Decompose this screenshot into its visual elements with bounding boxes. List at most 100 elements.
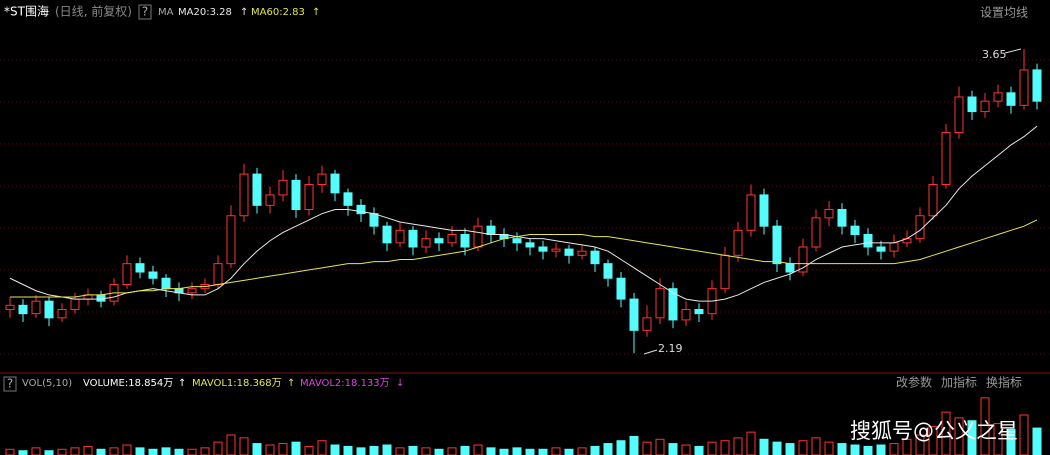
volume-bar bbox=[616, 440, 626, 455]
volume-bar bbox=[408, 445, 418, 455]
volume-bar bbox=[772, 441, 782, 455]
volume-bar bbox=[538, 448, 548, 455]
volume-bar bbox=[382, 444, 392, 455]
settings-button[interactable]: 设置均线 bbox=[980, 6, 1028, 20]
volume-bar bbox=[850, 444, 860, 455]
candle-body bbox=[811, 217, 821, 248]
button[interactable]: 加指标 bbox=[941, 375, 977, 390]
low-annotation: 2.19 bbox=[658, 342, 683, 355]
subtitle: (日线, 前复权) bbox=[55, 4, 132, 19]
annotation-arrow bbox=[643, 349, 658, 355]
candle-body bbox=[31, 300, 41, 315]
volume-bar bbox=[122, 444, 132, 455]
volume-bar bbox=[681, 444, 691, 455]
candle-body bbox=[525, 242, 535, 248]
candle-body bbox=[772, 225, 782, 265]
volume-bar bbox=[239, 437, 249, 455]
candle-body bbox=[798, 246, 808, 273]
candle-body bbox=[122, 263, 132, 285]
arrow: ↑ bbox=[240, 7, 248, 18]
mavol1-label: MAVOL1:18.368万 bbox=[192, 378, 282, 389]
help-box[interactable] bbox=[3, 376, 17, 392]
candle-body bbox=[837, 209, 847, 227]
candle-body bbox=[577, 250, 587, 256]
volume-bar bbox=[343, 445, 353, 455]
candle-body bbox=[616, 277, 626, 300]
volume-bar bbox=[733, 437, 743, 455]
volume-bar bbox=[746, 431, 756, 455]
volume-bar bbox=[252, 443, 262, 455]
volume-bar bbox=[512, 447, 522, 455]
candle-body bbox=[668, 288, 678, 321]
volume-bar bbox=[915, 434, 925, 455]
candle-body bbox=[473, 225, 483, 248]
volume-bar bbox=[668, 443, 678, 455]
volume-bar bbox=[317, 440, 327, 455]
volume-bar bbox=[837, 443, 847, 455]
watermark: 搜狐号@公义之星 bbox=[850, 419, 1018, 443]
volume-bar bbox=[109, 447, 119, 455]
volume-bar bbox=[57, 448, 67, 455]
candle-body bbox=[551, 248, 561, 252]
candle-body bbox=[408, 229, 418, 248]
volume-bar bbox=[31, 447, 41, 455]
volume-bar bbox=[213, 441, 223, 455]
volume-bar bbox=[811, 437, 821, 455]
candle-body bbox=[369, 213, 379, 227]
candle-body bbox=[1006, 92, 1016, 106]
volume-bar bbox=[551, 447, 561, 455]
plot bbox=[5, 49, 1042, 455]
arrow: ↓ bbox=[396, 378, 404, 389]
volume-bar bbox=[291, 441, 301, 455]
volume-bar bbox=[577, 447, 587, 455]
volume-bar bbox=[564, 448, 574, 455]
candle-body bbox=[447, 234, 457, 244]
volume-bar bbox=[967, 420, 977, 455]
volume-bar bbox=[44, 450, 54, 455]
ma60-label: MA60:2.83 bbox=[251, 7, 305, 18]
candle-body bbox=[642, 317, 652, 331]
candle-body bbox=[57, 309, 67, 319]
candle-body bbox=[512, 238, 522, 244]
candle-body bbox=[265, 194, 275, 206]
candle-body bbox=[148, 271, 158, 279]
candle-body bbox=[915, 215, 925, 240]
candle-body bbox=[954, 96, 964, 133]
candle-body bbox=[889, 242, 899, 252]
volume-bar bbox=[1032, 427, 1042, 455]
help[interactable]: ? bbox=[142, 5, 148, 19]
candle-body bbox=[863, 234, 873, 248]
volume-bar bbox=[135, 447, 145, 455]
volume-bar bbox=[174, 448, 184, 455]
ma20-label: MA20:3.28 bbox=[178, 7, 232, 18]
candle-body bbox=[785, 263, 795, 273]
candle-body bbox=[213, 263, 223, 285]
volume-bar bbox=[18, 450, 28, 455]
candle-body bbox=[317, 173, 327, 185]
volume-bar bbox=[330, 444, 340, 455]
volume-bar bbox=[83, 445, 93, 455]
volume-bar bbox=[603, 443, 613, 455]
candle-body bbox=[941, 131, 951, 186]
volume-bar bbox=[954, 417, 964, 455]
volume-bar bbox=[798, 440, 808, 455]
button[interactable]: 换指标 bbox=[986, 375, 1022, 390]
candle-body bbox=[434, 238, 444, 244]
candle-body bbox=[5, 304, 15, 311]
help-box[interactable] bbox=[138, 4, 152, 20]
volume-bar bbox=[499, 448, 509, 455]
volume-bar bbox=[369, 445, 379, 455]
candle-body bbox=[824, 209, 834, 219]
button[interactable]: 改参数 bbox=[896, 375, 932, 390]
candle-body bbox=[564, 248, 574, 256]
candle-body bbox=[226, 215, 236, 265]
volume-bar bbox=[5, 448, 15, 455]
candle-body bbox=[538, 246, 548, 252]
help[interactable]: ? bbox=[7, 377, 13, 391]
volume-bar bbox=[486, 447, 496, 455]
volume-bar bbox=[824, 441, 834, 455]
volume-bar bbox=[161, 447, 171, 455]
candle-body bbox=[304, 184, 314, 210]
volume-bar bbox=[460, 445, 470, 455]
